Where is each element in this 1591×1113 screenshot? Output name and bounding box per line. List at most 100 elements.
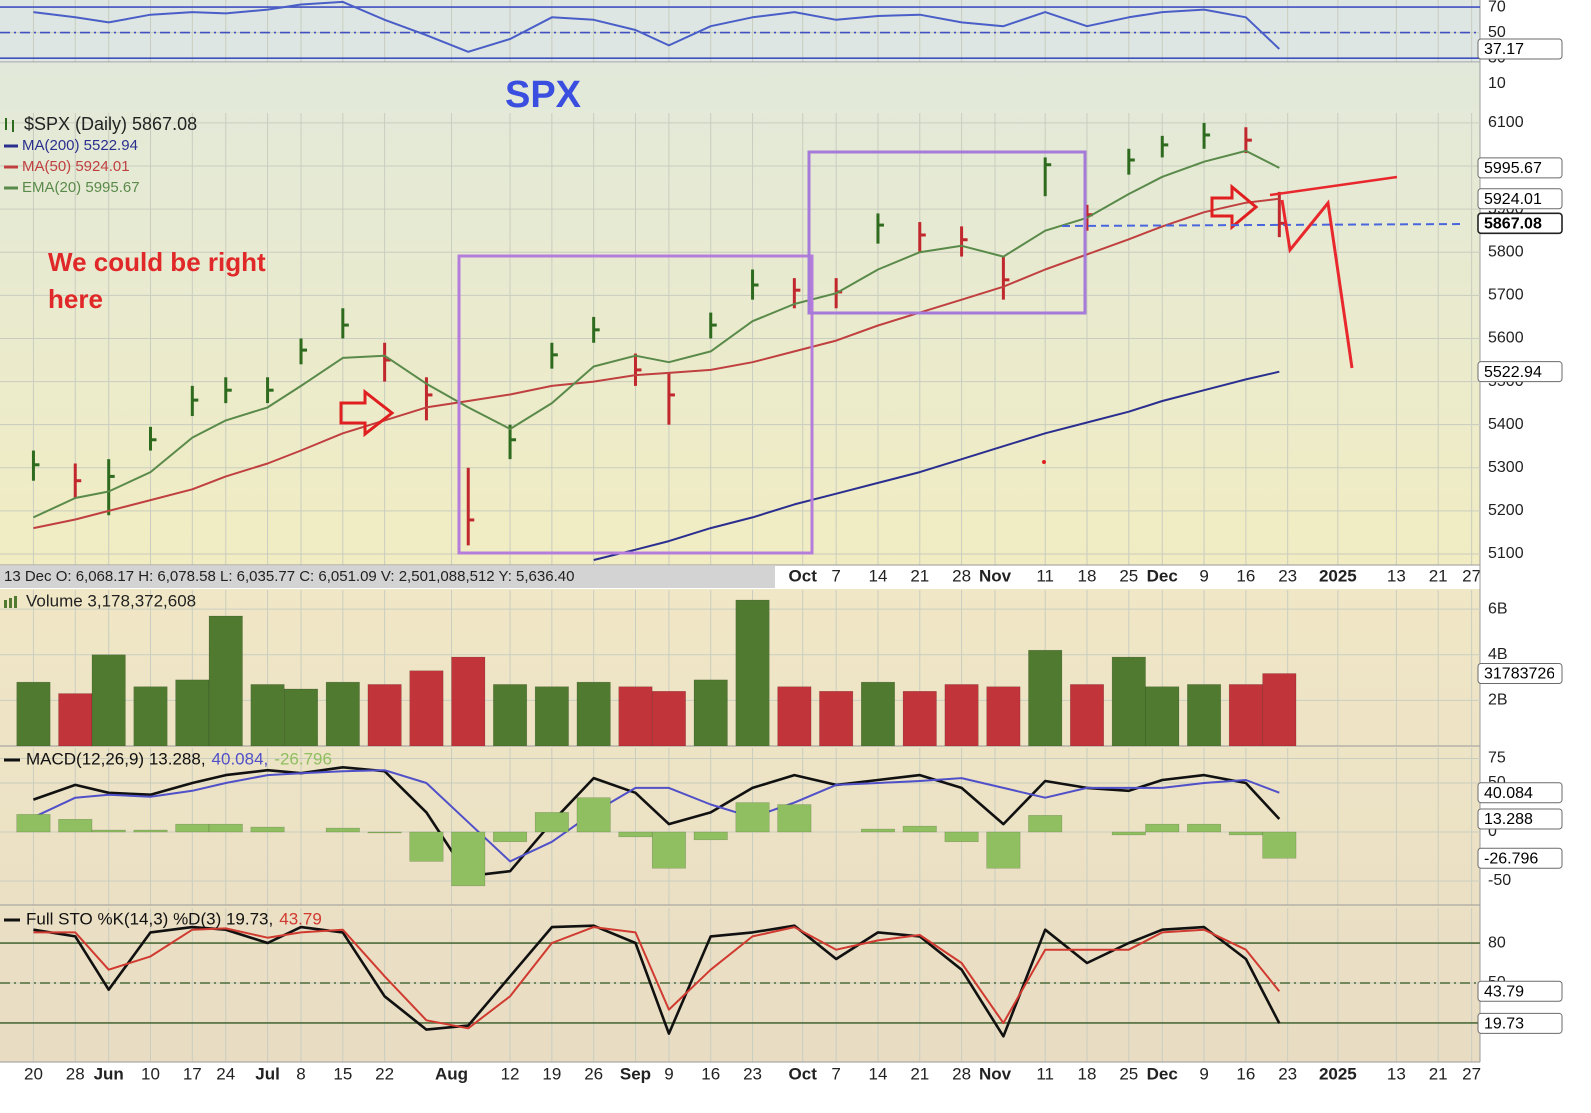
bar (208, 823, 243, 833)
bar (493, 684, 528, 746)
x-tick-label: 2025 (1319, 566, 1357, 585)
dot (1042, 460, 1046, 464)
rsi-panel (0, 0, 1480, 62)
x-tick-label: Sep (620, 1064, 651, 1083)
x-tick-label: 7 (831, 1064, 840, 1083)
bar (133, 829, 168, 833)
x-tick-label: 21 (1429, 566, 1448, 585)
legend-label: MACD(12,26,9) 13.288, (26, 749, 206, 768)
x-tick-label: 26 (584, 1064, 603, 1083)
bar (944, 684, 979, 746)
annotation: We could be right here (48, 247, 266, 314)
bar (16, 681, 51, 746)
bar (902, 691, 937, 746)
value-label: 5522.94 (1484, 364, 1542, 381)
projection-path (1280, 199, 1354, 369)
x-tick-label: 27 (1462, 566, 1481, 585)
bar (1111, 831, 1146, 836)
value-box (1477, 1012, 1563, 1034)
x-tick-label: 15 (333, 1064, 352, 1083)
bar (1262, 673, 1297, 746)
x-tick-label: 18 (1078, 1064, 1097, 1083)
bar (944, 831, 979, 843)
x-tick-label: 20 (24, 1064, 43, 1083)
value-box (1477, 663, 1563, 685)
line (32, 149, 1280, 519)
y-tick-label: -50 (1488, 872, 1511, 889)
line (33, 924, 1281, 1038)
value-label: 19.73 (1484, 1016, 1524, 1033)
x-tick-label: 9 (1199, 566, 1208, 585)
bar (250, 826, 285, 833)
projection-line (1269, 175, 1398, 197)
x-tick-label: Oct (789, 1064, 818, 1083)
bar (777, 686, 812, 746)
bar (902, 825, 937, 833)
line (33, 197, 1280, 530)
bar (16, 814, 51, 833)
y-tick-label: 80 (1488, 934, 1506, 951)
bar (986, 831, 1021, 869)
x-tick-label: 23 (1278, 566, 1297, 585)
bar (651, 831, 686, 869)
legend-label: EMA(20) 5995.67 (22, 179, 140, 196)
bar (1070, 684, 1104, 746)
x-tick-label: 9 (1199, 1064, 1208, 1083)
value-box (1477, 188, 1563, 210)
y-tick-label: 4B (1488, 646, 1508, 663)
x-tick-label: 7 (831, 566, 840, 585)
value-label: -26.796 (1484, 850, 1538, 867)
value-label: 13.288 (1484, 811, 1533, 828)
bar (367, 831, 402, 834)
value-label: 40.084 (1484, 785, 1533, 802)
x-tick-label: 13 (1387, 1064, 1406, 1083)
x-tick-label: 23 (1278, 1064, 1297, 1083)
legend-icon (14, 596, 17, 608)
bar (493, 831, 528, 843)
x-tick-label: 12 (501, 1064, 520, 1083)
x-tick-label: 13 (1387, 566, 1406, 585)
bar (693, 831, 728, 841)
x-tick-label: 10 (141, 1064, 160, 1083)
value-box (1477, 38, 1563, 60)
bar (208, 615, 243, 746)
legend-label: -26.796 (274, 749, 332, 768)
x-tick-label: 17 (183, 1064, 202, 1083)
legend-label: MA(200) 5522.94 (22, 137, 138, 154)
legend-label: Full STO %K(14,3) %D(3) 19.73, (26, 909, 273, 928)
bar (284, 688, 318, 746)
arrow (1210, 183, 1259, 231)
bar (576, 681, 611, 746)
value-box (1477, 361, 1563, 383)
x-tick-label: 28 (952, 1064, 971, 1083)
x-tick-label: Oct (789, 566, 818, 585)
x-tick-label: Dec (1147, 566, 1178, 585)
x-tick-label: 14 (869, 1064, 888, 1083)
x-tick-label: 11 (1036, 1064, 1054, 1083)
value-box (1477, 808, 1563, 830)
bar (651, 691, 686, 746)
value-box (1477, 782, 1563, 804)
x-tick-label: 22 (375, 1064, 394, 1083)
legend-label: Volume 3,178,372,608 (26, 591, 196, 610)
bar (1187, 684, 1222, 746)
bar (735, 599, 770, 746)
bar (777, 804, 812, 833)
x-tick-label: Aug (435, 1064, 468, 1083)
bar (91, 654, 126, 746)
line (593, 370, 1280, 561)
bar (451, 656, 486, 746)
y-tick-label: 5300 (1488, 459, 1524, 476)
x-tick-label: 16 (1236, 1064, 1255, 1083)
bar (367, 684, 402, 746)
value-label: 5995.67 (1484, 160, 1542, 177)
x-tick-label: 8 (296, 1064, 305, 1083)
x-tick-label: 16 (1236, 566, 1255, 585)
y-tick-label: 50 (1488, 24, 1506, 41)
bar (133, 686, 168, 746)
value-box (1477, 847, 1563, 869)
value-label: 3178372608 (1484, 666, 1573, 683)
bar (819, 691, 854, 746)
